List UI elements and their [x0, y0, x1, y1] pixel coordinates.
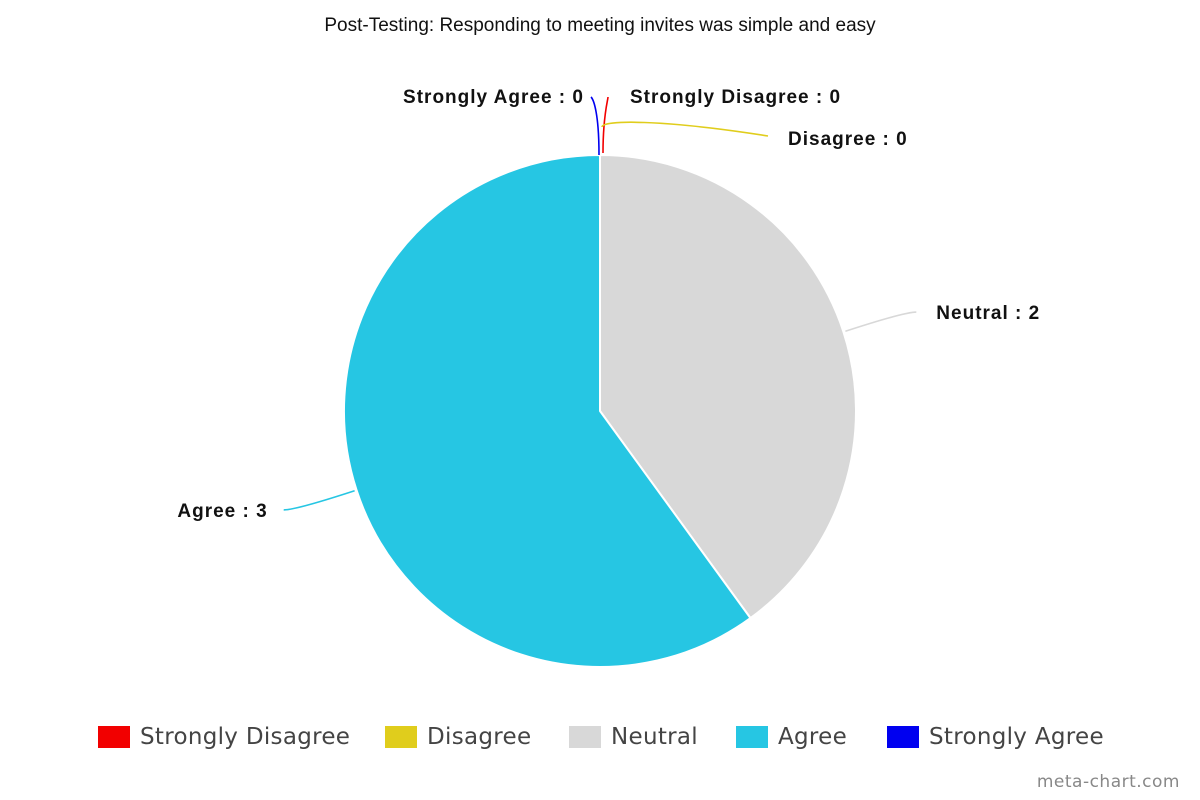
- data-labels: Strongly Disagree : 0 Disagree : 0 Neutral…: [177, 87, 1040, 522]
- legend-swatch: [736, 726, 768, 748]
- pie-slice-agree[interactable]: [343, 154, 752, 668]
- legend-swatch: [385, 726, 417, 748]
- connector-neutral: [845, 311, 917, 333]
- data-label-disagree: Disagree : 0: [788, 129, 908, 150]
- data-label-neutral: Neutral : 2: [936, 303, 1040, 324]
- connector-strongly-disagree: [602, 96, 609, 154]
- legend-label: Strongly Agree: [929, 724, 1104, 750]
- data-label-strongly-agree: Strongly Agree : 0: [403, 87, 584, 108]
- legend-swatch: [887, 726, 919, 748]
- legend-swatch: [569, 726, 601, 748]
- pie-slices: [343, 154, 857, 668]
- legend-label: Neutral: [611, 724, 698, 750]
- legend-label: Agree: [778, 724, 848, 750]
- data-label-agree: Agree : 3: [177, 501, 267, 522]
- legend: Strongly Disagree Disagree Neutral Agree…: [0, 722, 1200, 758]
- chart-title: Post-Testing: Responding to meeting invi…: [324, 15, 876, 36]
- data-label-strongly-disagree: Strongly Disagree : 0: [630, 87, 841, 108]
- connector-agree: [283, 489, 355, 511]
- connector-disagree: [601, 121, 769, 137]
- legend-label: Strongly Disagree: [140, 724, 351, 750]
- pie-slice-neutral[interactable]: [599, 154, 857, 620]
- legend-label: Disagree: [427, 724, 532, 750]
- watermark: meta-chart.com: [1036, 772, 1180, 792]
- connector-strongly-agree: [590, 96, 600, 156]
- legend-swatch: [98, 726, 130, 748]
